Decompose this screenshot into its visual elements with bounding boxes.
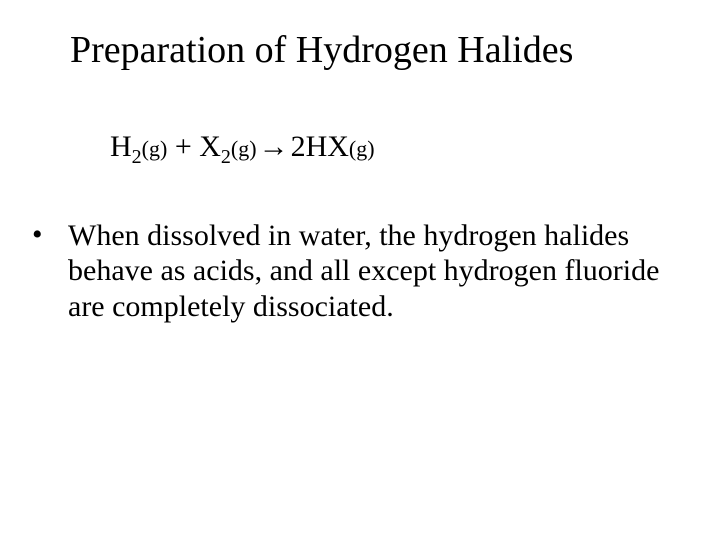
bullet-text: When dissolved in water, the hydrogen ha…: [68, 218, 680, 324]
equation: H2(g) + X2(g) → 2HX(g): [110, 130, 375, 164]
slide-title: Preparation of Hydrogen Halides: [70, 28, 573, 72]
reactant2-state: (g): [231, 136, 257, 161]
bullet-item: • When dissolved in water, the hydrogen …: [32, 218, 680, 324]
bullet-marker-icon: •: [32, 218, 43, 252]
product-species: HX: [306, 130, 349, 163]
reaction-arrow-icon: →: [259, 130, 289, 164]
reactant1-state: (g): [142, 136, 168, 161]
reactant2-species: X: [199, 130, 221, 163]
product-state: (g): [349, 136, 375, 161]
slide: Preparation of Hydrogen Halides H2(g) + …: [0, 0, 720, 540]
reactant1-species: H: [110, 130, 132, 163]
reactant2-subscript: 2: [221, 146, 231, 168]
reactant1-subscript: 2: [132, 146, 142, 168]
plus-sign: +: [167, 130, 199, 163]
product-coeff: 2: [291, 130, 306, 163]
